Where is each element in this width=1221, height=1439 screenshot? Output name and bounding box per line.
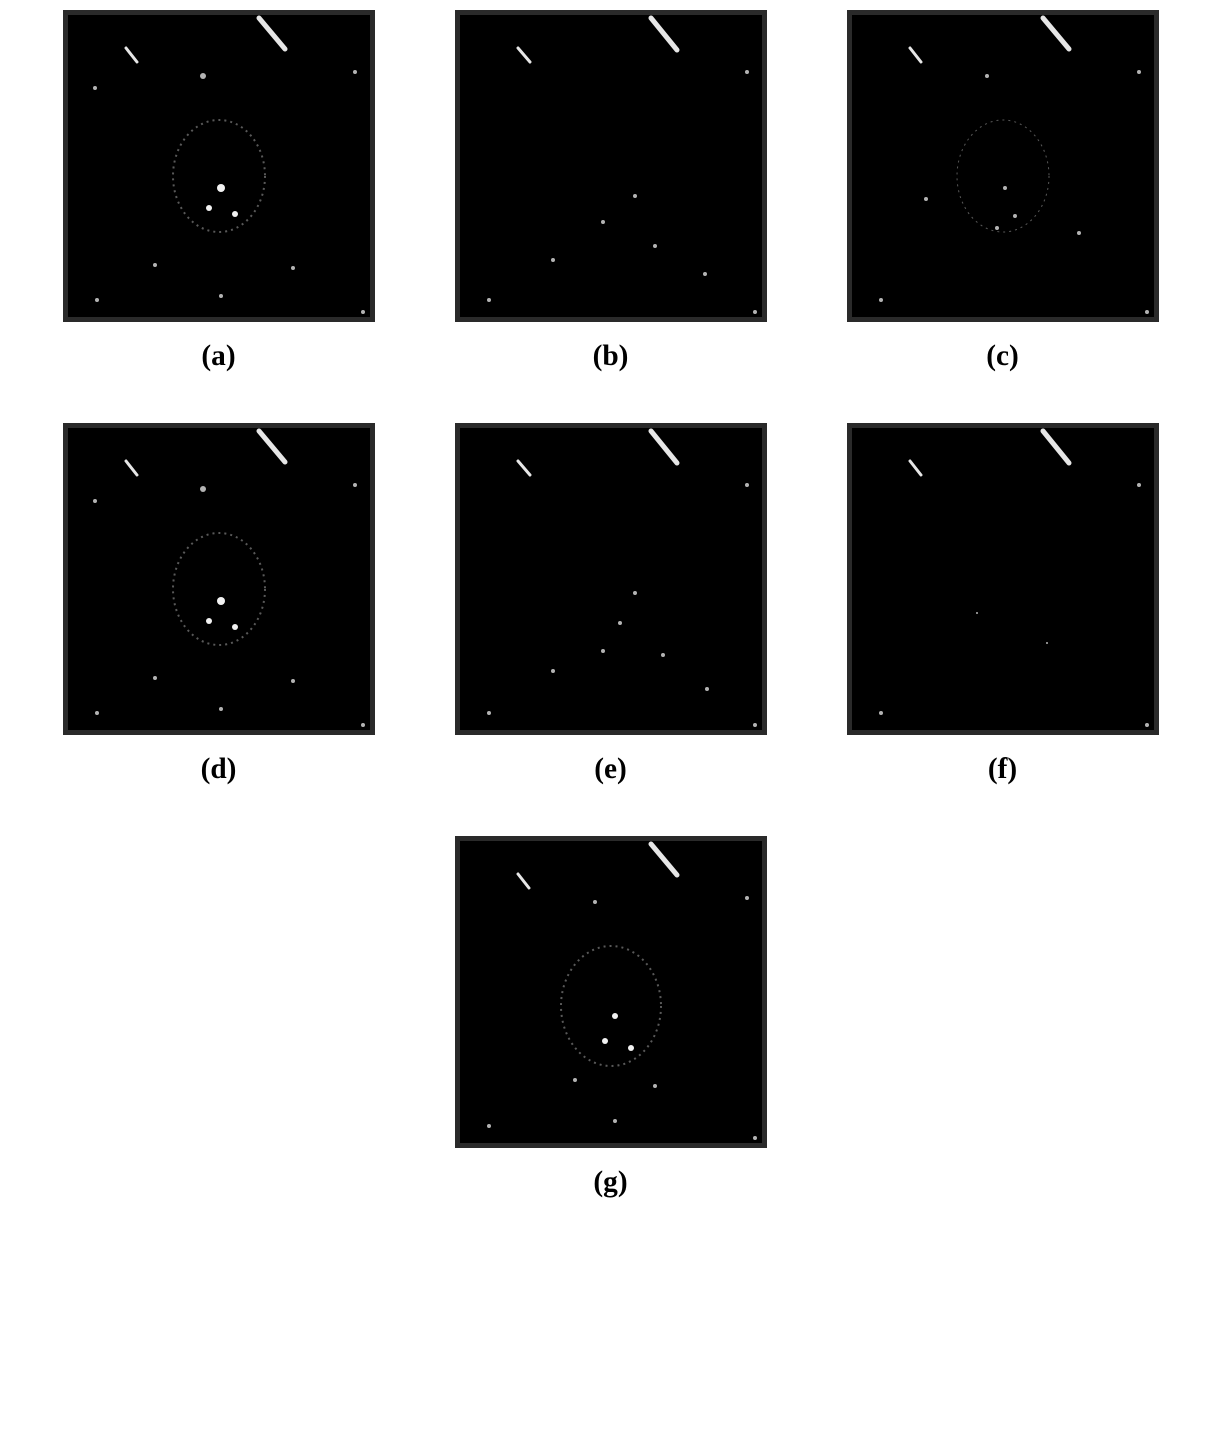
panel-label: (c) [986,340,1019,373]
panel-image [847,10,1159,322]
figure-panel-g: (g) [455,836,767,1199]
panel-label: (e) [594,753,627,786]
panel-label: (g) [593,1166,627,1199]
figure-panel-e: (e) [455,423,767,786]
figure-panel-f: (f) [847,423,1159,786]
figure-panel-a: (a) [63,10,375,373]
panel-label: (d) [201,753,237,786]
figure-panel-d: (d) [63,423,375,786]
panel-image [847,423,1159,735]
panel-image [63,423,375,735]
panel-image [455,10,767,322]
panel-image [63,10,375,322]
panel-label: (a) [201,340,235,373]
panel-label: (b) [593,340,629,373]
figure-row: (a) (b) (c) [63,10,1159,373]
figure-row: (d) (e) (f) [63,423,1159,786]
figure-panel-c: (c) [847,10,1159,373]
figure-row: (g) [455,836,767,1199]
panel-image [455,836,767,1148]
panel-label: (f) [988,753,1017,786]
figure-panel-b: (b) [455,10,767,373]
panel-image [455,423,767,735]
figure-grid: (a) (b) (c) (d) (e) (f) (g) [0,0,1221,1229]
